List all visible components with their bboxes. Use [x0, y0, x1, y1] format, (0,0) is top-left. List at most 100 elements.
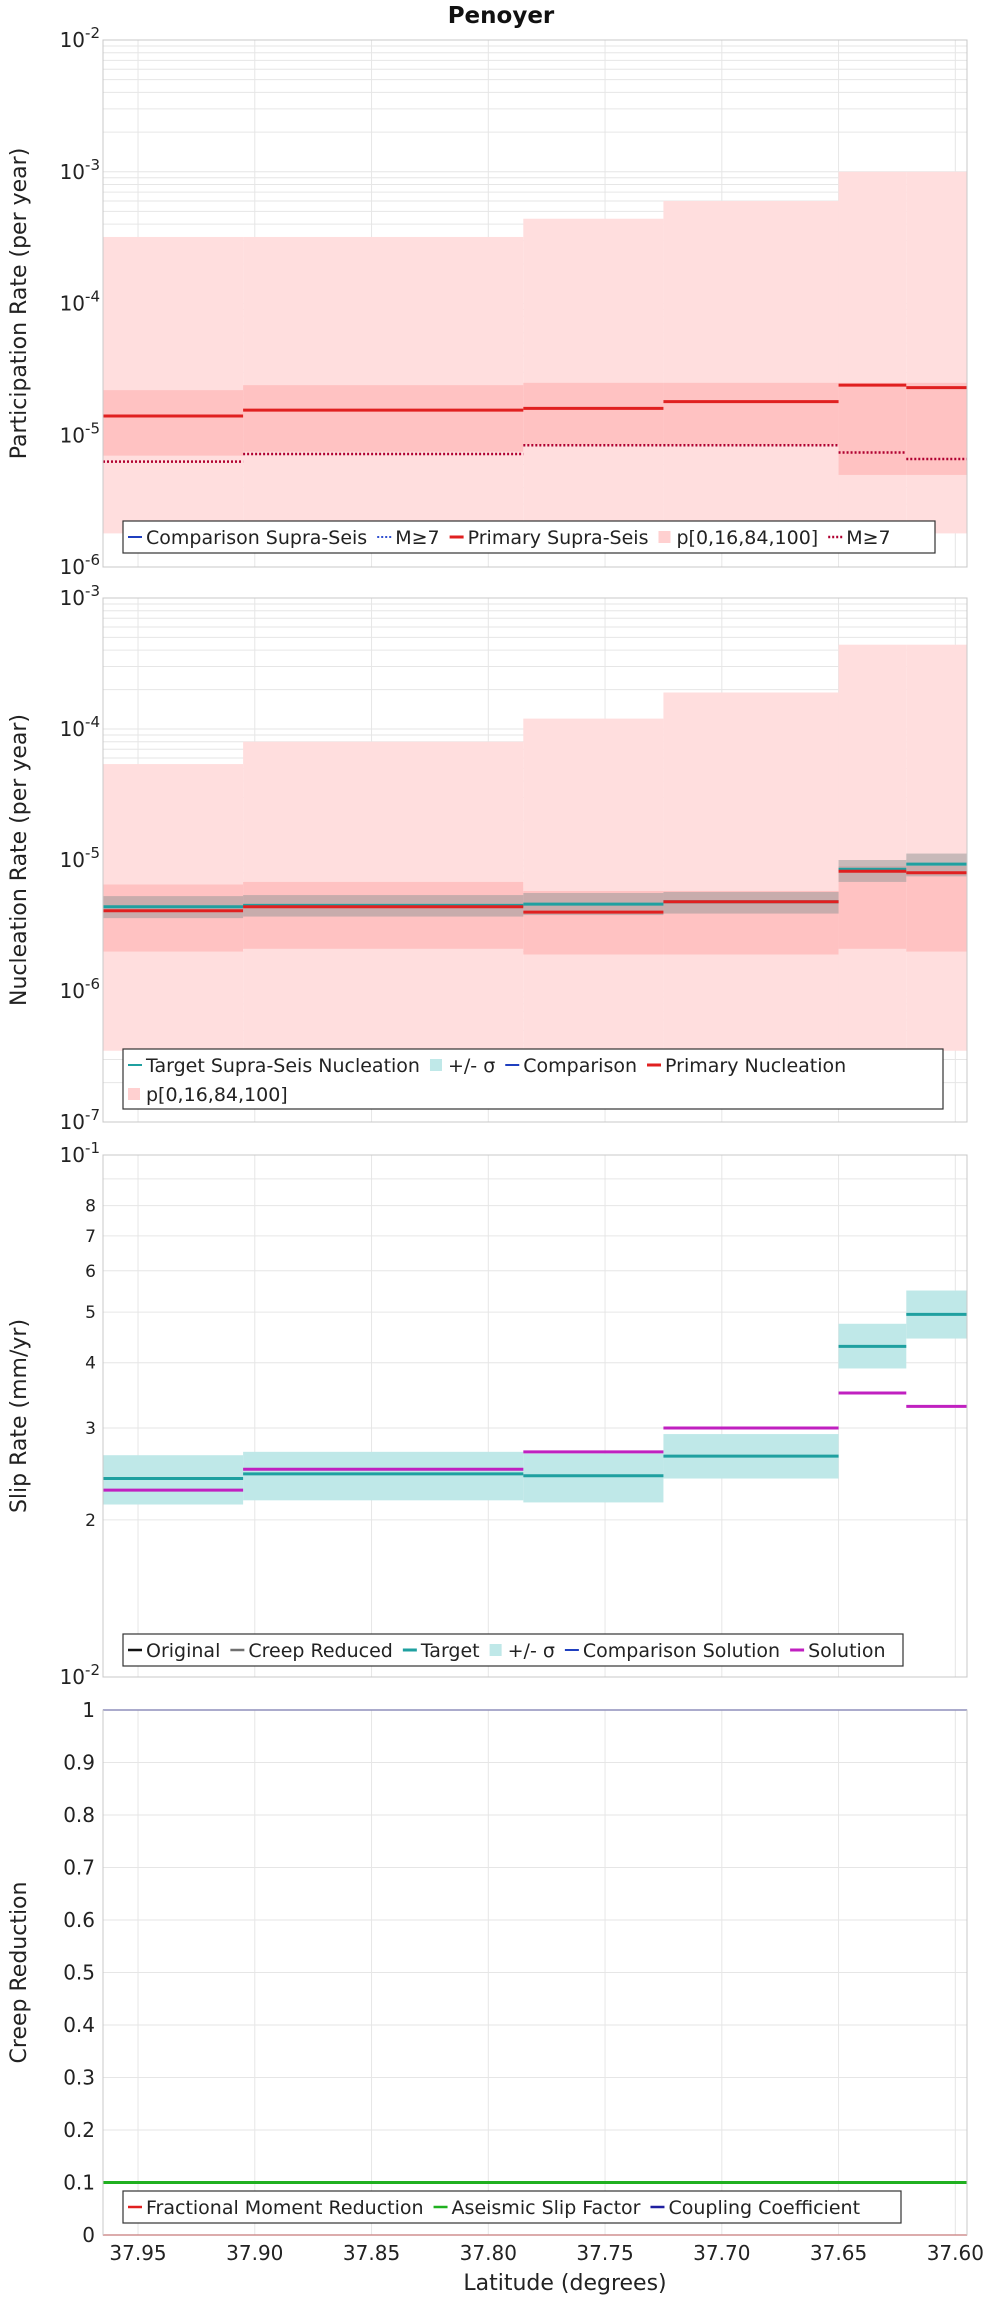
legend-label: Target — [420, 1640, 480, 1662]
panel-creep: 0 0.1 0.2 0.3 0.4 0.5 0.6 0.7 0.8 0.9 1 Creep Reduc… — [7, 1698, 968, 2247]
band-p0-p100 — [523, 218, 664, 534]
legend-label: +/- σ — [508, 1640, 555, 1662]
plot-frame — [102, 1709, 968, 2236]
y-minor-tick-label: 7 — [85, 1227, 96, 1247]
plot-area — [103, 1290, 967, 1505]
legend-label: Solution — [808, 1640, 885, 1662]
y-tick-labels: 10-6 10-5 10-4 10-3 10-2 — [60, 24, 100, 579]
y-tick-label: 10-2 — [60, 1661, 100, 1689]
plot-frame — [102, 39, 968, 568]
legend-label: Comparison — [523, 1055, 637, 1077]
legend-swatch — [429, 1059, 442, 1071]
legend: Comparison Supra-Seis M≥7 Primary Supra-Se… — [122, 520, 936, 554]
legend-label: Primary Nucleation — [665, 1055, 846, 1077]
y-tick-label: 1 — [82, 1698, 95, 1722]
band-p0-p100 — [103, 236, 244, 534]
x-tick-label: 37.60 — [927, 2241, 984, 2265]
legend-box — [122, 520, 936, 554]
plot-area — [103, 644, 967, 1051]
legend-label: Original — [146, 1640, 220, 1662]
legend: Fractional Moment Reduction Aseismic Slip… — [122, 2190, 902, 2224]
legend-label: p[0,16,84,100] — [146, 1084, 288, 1106]
legend-label: Primary Supra-Seis — [468, 527, 649, 549]
y-tick-label: 10-6 — [60, 975, 100, 1003]
band-p0-p100 — [906, 644, 967, 1051]
y-tick-labels: 10-2 10-1 2 3 4 5 6 7 8 — [60, 1139, 100, 1689]
y-tick-label: 0.3 — [63, 2066, 95, 2090]
legend-swatch — [658, 531, 671, 543]
y-tick-label: 10-7 — [60, 1106, 100, 1134]
x-tick-label: 37.90 — [226, 2241, 283, 2265]
y-tick-label: 10-4 — [60, 713, 100, 741]
y-tick-label: 0.5 — [63, 1961, 95, 1985]
legend-label: Target Supra-Seis Nucleation — [145, 1055, 420, 1077]
x-tick-label: 37.85 — [343, 2241, 400, 2265]
y-minor-tick-label: 3 — [85, 1419, 96, 1439]
y-tick-label: 0.7 — [63, 1856, 95, 1880]
y-minor-tick-label: 4 — [85, 1354, 96, 1374]
y-tick-label: 0.4 — [63, 2013, 95, 2037]
band-p0-p100 — [663, 692, 839, 1051]
band-p16-p84 — [906, 865, 967, 952]
y-minor-tick-label: 5 — [85, 1303, 96, 1323]
y-tick-label: 0.8 — [63, 1803, 95, 1827]
x-tick-label: 37.95 — [109, 2241, 166, 2265]
x-tick-labels: 37.95 37.90 37.85 37.80 37.75 37.70 37.65 37.60 — [109, 2241, 984, 2265]
legend-label: M≥7 — [846, 527, 890, 549]
y-tick-labels: 0 0.1 0.2 0.3 0.4 0.5 0.6 0.7 0.8 0.9 1 — [63, 1698, 95, 2247]
legend-label: Aseismic Slip Factor — [452, 2197, 641, 2219]
y-minor-tick-label: 8 — [85, 1197, 96, 1217]
y-tick-label: 10-4 — [60, 288, 100, 316]
y-tick-label: 0.9 — [63, 1751, 95, 1775]
band-p0-p100 — [838, 644, 907, 1051]
y-tick-label: 10-3 — [60, 582, 100, 610]
legend-box — [122, 2190, 902, 2224]
y-tick-label: 10-2 — [60, 24, 100, 52]
band-p0-p100 — [663, 200, 839, 534]
y-tick-label: 10-6 — [60, 551, 100, 579]
legend-label: p[0,16,84,100] — [676, 527, 818, 549]
y-tick-label: 10-3 — [60, 156, 100, 184]
band-p16-p84 — [906, 382, 967, 475]
y-tick-label: 10-5 — [60, 844, 100, 872]
legend: Target Supra-Seis Nucleation +/- σ Compari… — [122, 1048, 944, 1110]
chart-title: Penoyer — [448, 3, 555, 29]
band-p16-p84 — [838, 382, 907, 475]
y-tick-label: 10-1 — [60, 1139, 100, 1167]
x-tick-label: 37.75 — [576, 2241, 633, 2265]
gridlines — [103, 1709, 967, 2236]
legend-label: Comparison Solution — [583, 1640, 780, 1662]
y-axis-label: Nucleation Rate (per year) — [7, 714, 32, 1006]
y-minor-tick-label: 6 — [85, 1262, 96, 1282]
y-axis-label: Slip Rate (mm/yr) — [7, 1319, 32, 1513]
panel-slip: 10-2 10-1 2 3 4 5 6 7 8 Slip Rate (mm/yr) Original… — [7, 1139, 968, 1689]
y-tick-label: 0.2 — [63, 2118, 95, 2142]
plot-frame — [102, 1154, 968, 1678]
target-sigma-band — [243, 1451, 524, 1501]
y-tick-label: 0.1 — [63, 2171, 95, 2195]
y-axis-label: Creep Reduction — [7, 1882, 32, 2064]
x-tick-label: 37.70 — [693, 2241, 750, 2265]
y-tick-label: 0.6 — [63, 1908, 95, 1932]
legend-label: Coupling Coefficient — [668, 2197, 860, 2219]
band-p16-p84 — [103, 390, 244, 456]
legend: Original Creep Reduced Target +/- σ Comparis… — [122, 1633, 904, 1667]
legend-box — [122, 1048, 944, 1110]
band-p0-p100 — [906, 171, 967, 534]
legend-label: Creep Reduced — [248, 1640, 392, 1662]
y-axis-label: Participation Rate (per year) — [7, 148, 32, 460]
legend-box — [122, 1633, 904, 1667]
band-p0-p100 — [523, 718, 664, 1051]
band-p16-p84 — [523, 382, 664, 445]
y-minor-tick-label: 2 — [85, 1511, 96, 1531]
y-tick-labels: 10-7 10-6 10-5 10-4 10-3 — [60, 582, 100, 1134]
plot-area — [103, 171, 967, 534]
gridlines — [103, 1155, 967, 1678]
x-axis-label: Latitude (degrees) — [463, 2271, 666, 2296]
y-tick-label: 10-5 — [60, 419, 100, 447]
y-tick-label: 0 — [82, 2223, 95, 2247]
legend-label: M≥7 — [395, 527, 439, 549]
panel-participation: 10-6 10-5 10-4 10-3 10-2 Participation Rate (… — [7, 24, 968, 579]
legend-swatch — [128, 1088, 140, 1100]
